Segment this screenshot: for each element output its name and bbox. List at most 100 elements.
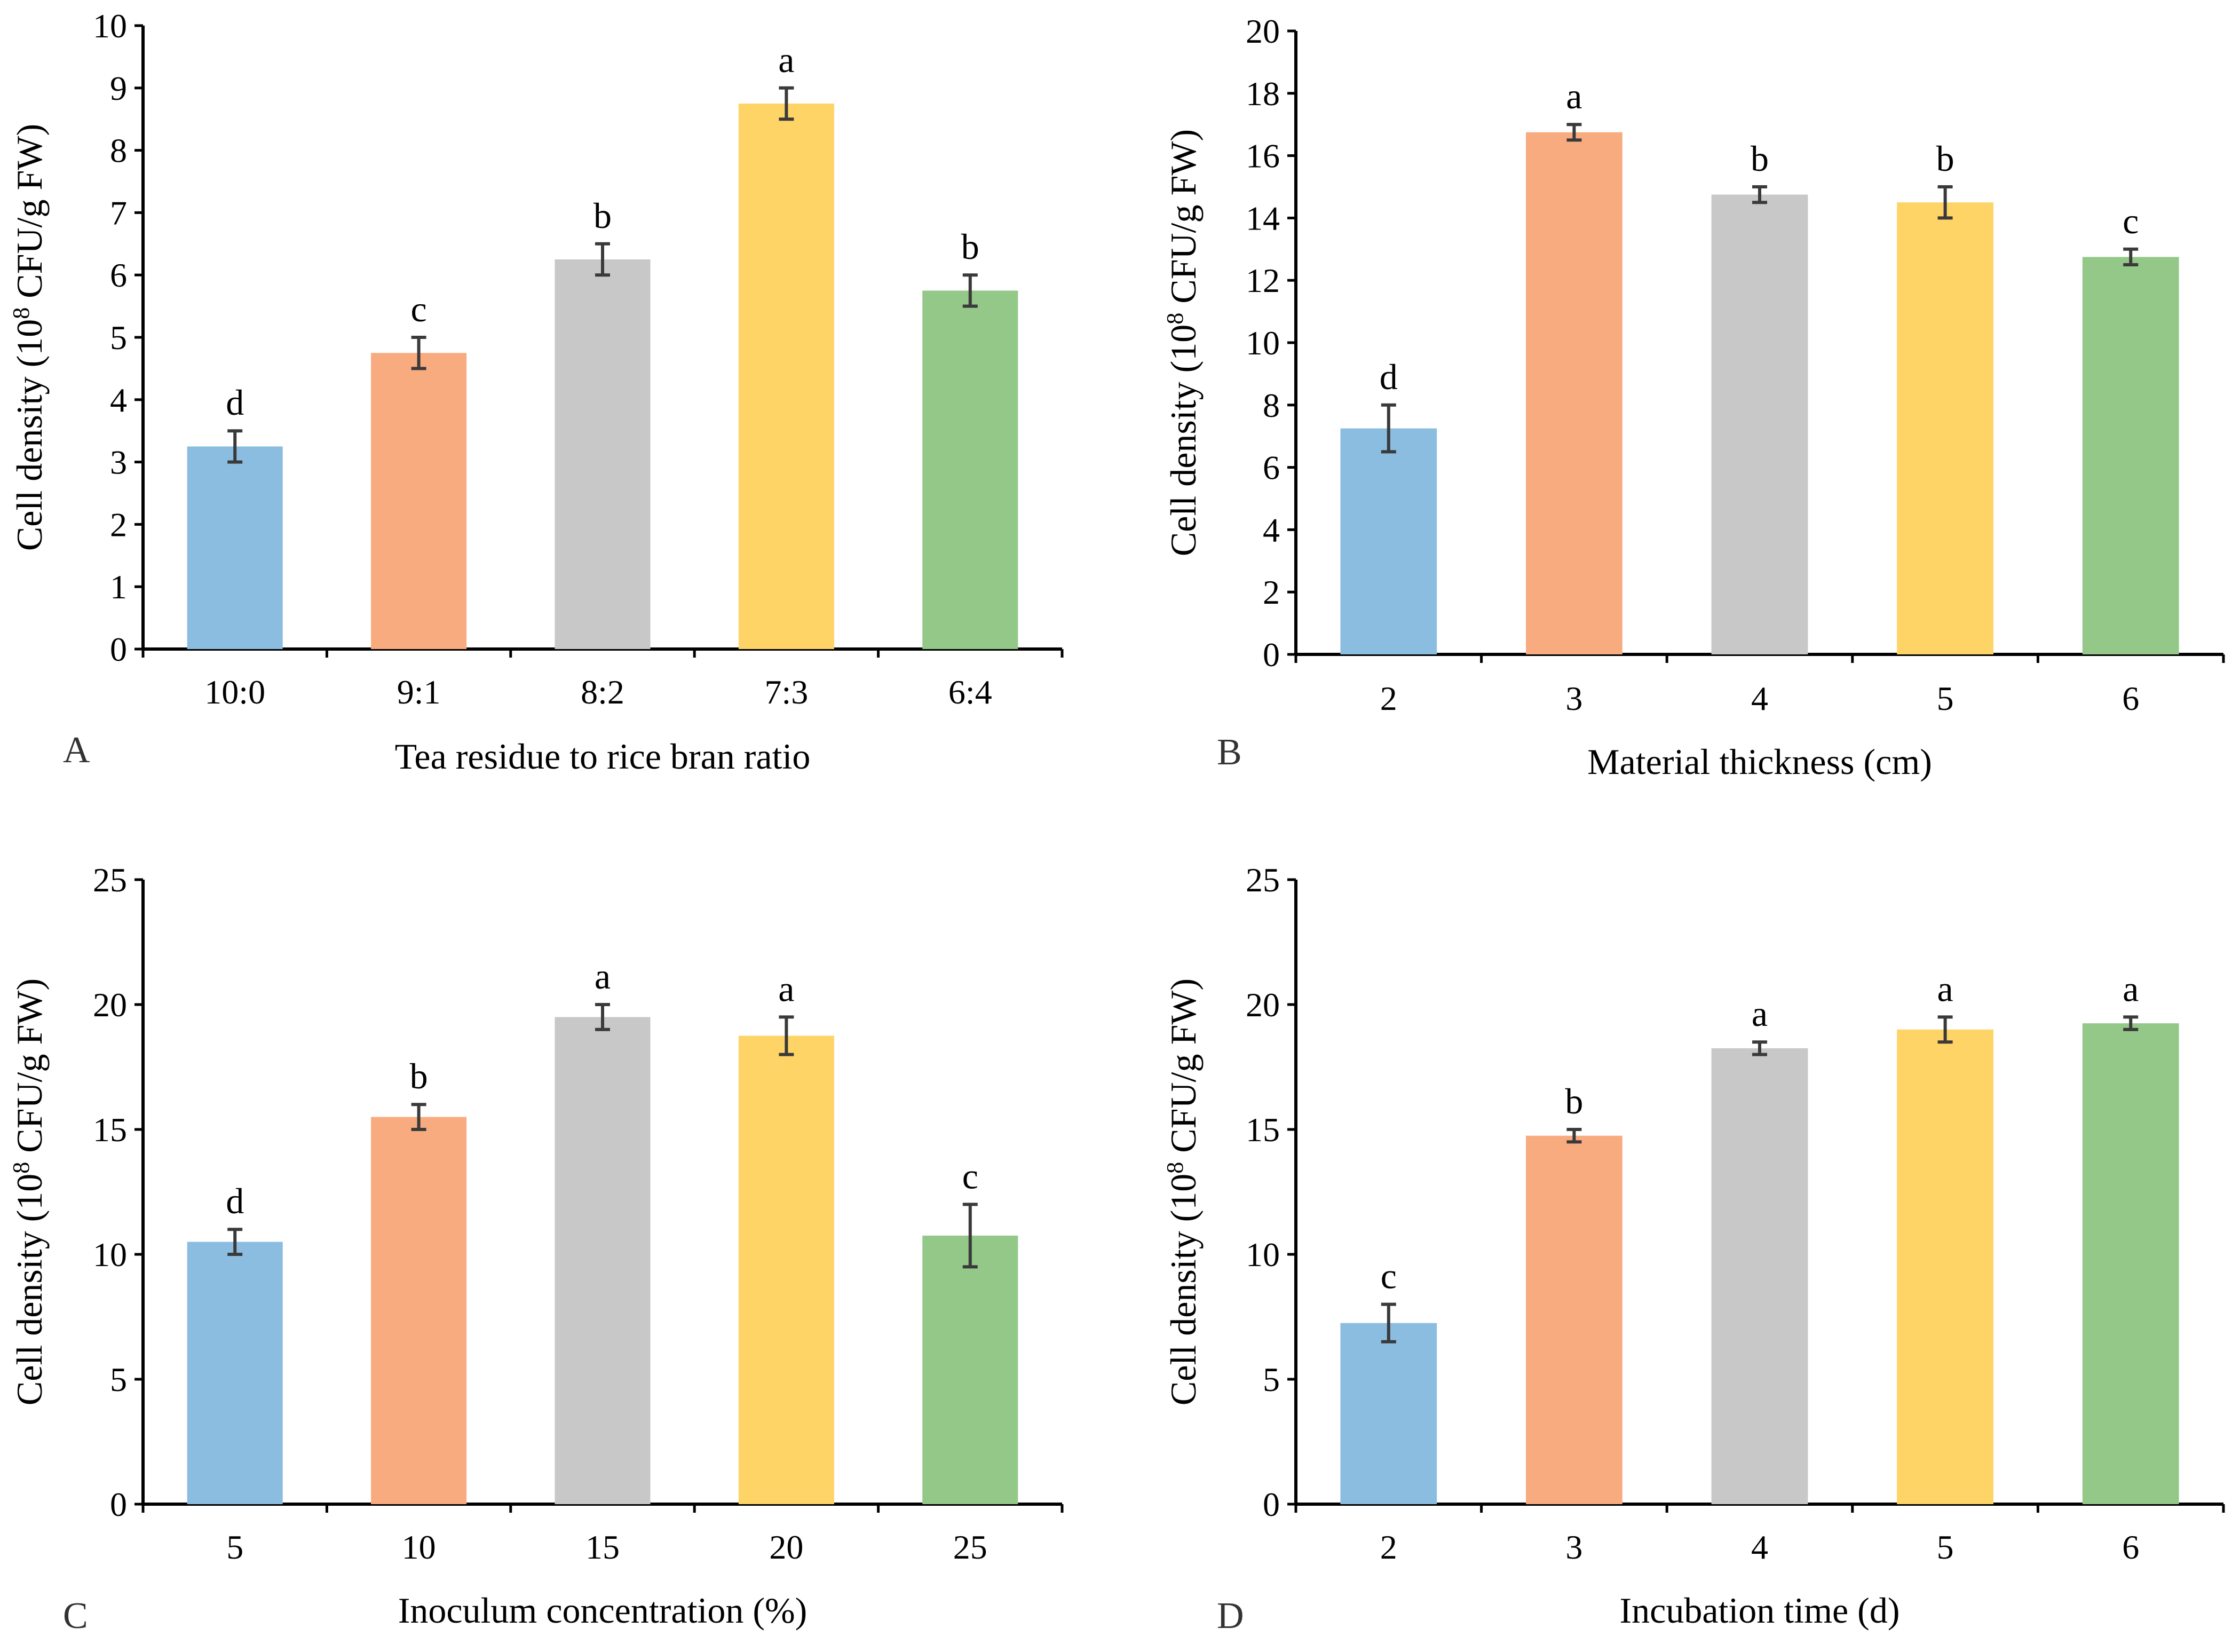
y-tick-label: 10 xyxy=(1246,1236,1280,1274)
y-axis-title-unit: CFU/g FW) xyxy=(9,978,50,1162)
y-tick-label: 0 xyxy=(1263,636,1280,674)
y-axis-title-text: Cell density (10 xyxy=(1163,325,1204,556)
panel-letter: B xyxy=(1217,732,1242,773)
x-tick-label: 5 xyxy=(1937,1528,1954,1566)
x-tick-label: 6:4 xyxy=(948,673,992,711)
x-tick-label: 8:2 xyxy=(581,673,624,711)
significance-label: c xyxy=(1381,1256,1397,1297)
panel-d: 0 5 10 15 20 25 c 2 b 3 a 4 a 5 a 6 Incubation time (d) C… xyxy=(1162,861,2225,1637)
y-tick-label: 14 xyxy=(1246,199,1280,237)
bar xyxy=(922,290,1018,649)
y-axis-title-superscript: 8 xyxy=(1162,1162,1188,1174)
y-tick-label: 6 xyxy=(110,256,127,294)
panel-letter: A xyxy=(63,730,90,771)
bar xyxy=(1897,1029,1993,1504)
bar xyxy=(371,1117,467,1504)
y-tick-label: 0 xyxy=(110,630,127,668)
y-axis-title: Cell density (108 CFU/g FW) xyxy=(8,124,50,551)
significance-label: b xyxy=(1565,1081,1583,1121)
y-tick-label: 5 xyxy=(110,1361,127,1398)
y-tick-label: 9 xyxy=(110,69,127,107)
significance-label: a xyxy=(1752,993,1768,1034)
x-axis-title: Material thickness (cm) xyxy=(1587,741,1932,782)
y-axis-title-text: Cell density (10 xyxy=(9,1174,50,1405)
bar xyxy=(555,1017,651,1504)
significance-label: b xyxy=(1751,138,1769,179)
x-tick-label: 6 xyxy=(2122,679,2139,717)
x-tick-label: 15 xyxy=(585,1528,620,1566)
significance-label: a xyxy=(778,39,794,80)
y-tick-label: 0 xyxy=(1263,1485,1280,1523)
y-tick-label: 6 xyxy=(1263,449,1280,487)
y-tick-label: 20 xyxy=(1246,12,1280,50)
x-tick-label: 3 xyxy=(1565,1528,1582,1566)
bar xyxy=(738,1036,834,1504)
y-tick-label: 5 xyxy=(1263,1361,1280,1398)
bar xyxy=(1340,1323,1437,1504)
y-tick-label: 18 xyxy=(1246,75,1280,113)
y-axis-title-unit: CFU/g FW) xyxy=(1163,129,1204,313)
x-tick-label: 10 xyxy=(402,1528,436,1566)
y-tick-label: 16 xyxy=(1246,137,1280,175)
significance-label: a xyxy=(1566,76,1582,116)
y-tick-label: 5 xyxy=(110,319,127,357)
panel-letter: D xyxy=(1217,1595,1244,1637)
significance-label: d xyxy=(226,1181,244,1221)
x-tick-label: 5 xyxy=(1937,679,1954,717)
x-tick-label: 9:1 xyxy=(397,673,441,711)
y-tick-label: 10 xyxy=(93,1236,127,1274)
x-tick-label: 7:3 xyxy=(765,673,809,711)
x-tick-label: 4 xyxy=(1751,679,1768,717)
significance-label: a xyxy=(2123,968,2139,1009)
bar xyxy=(1526,132,1622,655)
significance-label: b xyxy=(410,1056,428,1096)
panel-a: 0 1 2 3 4 5 6 7 8 9 10 d 10:0 c 9:1 b 8:2 a 7:3 b 6:4 Tea res… xyxy=(8,7,1064,777)
y-tick-label: 15 xyxy=(1246,1111,1280,1149)
y-axis-title-text: Cell density (10 xyxy=(9,319,50,551)
y-tick-label: 25 xyxy=(1246,861,1280,899)
y-tick-label: 3 xyxy=(110,444,127,481)
x-tick-label: 6 xyxy=(2122,1528,2139,1566)
x-tick-label: 2 xyxy=(1380,1528,1397,1566)
x-tick-label: 10:0 xyxy=(204,673,265,711)
y-tick-label: 20 xyxy=(1246,986,1280,1024)
significance-label: c xyxy=(411,289,427,329)
x-axis-title: Tea residue to rice bran ratio xyxy=(395,736,811,777)
y-axis-title: Cell density (108 CFU/g FW) xyxy=(8,978,50,1405)
y-axis-title: Cell density (108 CFU/g FW) xyxy=(1162,978,1204,1405)
y-tick-label: 1 xyxy=(110,568,127,606)
y-tick-label: 2 xyxy=(110,505,127,543)
bar xyxy=(1526,1135,1622,1504)
y-tick-label: 10 xyxy=(1246,324,1280,362)
bar xyxy=(555,259,651,649)
bar xyxy=(187,446,283,649)
y-tick-label: 15 xyxy=(93,1111,127,1149)
y-tick-label: 7 xyxy=(110,194,127,232)
y-tick-label: 20 xyxy=(93,986,127,1024)
significance-label: b xyxy=(593,195,612,236)
bar xyxy=(371,353,467,649)
significance-label: a xyxy=(595,956,611,997)
bar xyxy=(738,104,834,649)
x-axis-title: Inoculum concentration (%) xyxy=(398,1590,808,1631)
significance-label: c xyxy=(2123,201,2139,241)
bar xyxy=(1711,194,1808,655)
y-tick-label: 4 xyxy=(110,381,127,419)
y-tick-label: 12 xyxy=(1246,262,1280,299)
y-axis-title: Cell density (108 CFU/g FW) xyxy=(1162,129,1204,556)
bar xyxy=(922,1235,1018,1504)
y-axis-title-unit: CFU/g FW) xyxy=(1163,978,1204,1162)
significance-label: d xyxy=(1380,357,1398,397)
x-tick-label: 25 xyxy=(953,1528,987,1566)
x-tick-label: 5 xyxy=(226,1528,243,1566)
y-tick-label: 0 xyxy=(110,1485,127,1523)
y-tick-label: 8 xyxy=(1263,386,1280,424)
significance-label: c xyxy=(962,1156,978,1196)
y-axis-title-superscript: 8 xyxy=(8,1162,34,1174)
panel-letter: C xyxy=(63,1595,88,1637)
significance-label: a xyxy=(1937,968,1953,1009)
y-axis-title-superscript: 8 xyxy=(8,307,34,319)
bar xyxy=(2082,257,2179,654)
panel-c: 0 5 10 15 20 25 d 5 b 10 a 15 a 20 c 25 Inoculum concent… xyxy=(8,861,1064,1637)
